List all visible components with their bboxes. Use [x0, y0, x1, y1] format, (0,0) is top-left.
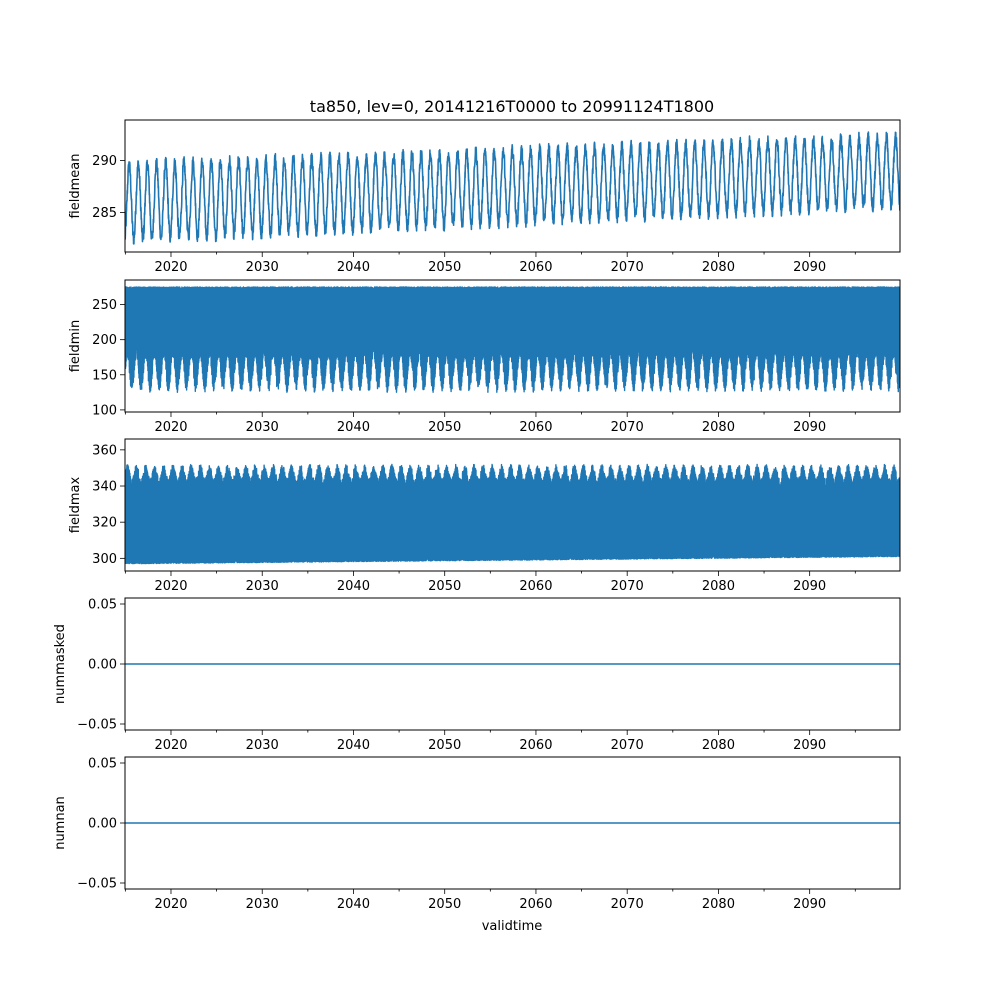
y-tick-label: −0.05	[77, 877, 117, 892]
y-tick-label: 150	[92, 368, 117, 383]
y-axis-label-fieldmean: fieldmean	[68, 154, 83, 219]
figure-title: ta850, lev=0, 20141216T0000 to 20991124T…	[310, 97, 714, 116]
x-tick-label: 2080	[702, 738, 735, 753]
y-tick-label: 100	[92, 403, 117, 418]
x-tick-label: 2060	[519, 738, 552, 753]
panel-nummasked: 2020 2030 2040 2050 2060 2070 2080 2090 −0.05 0.0…	[53, 597, 901, 753]
x-tick-label: 2050	[428, 579, 461, 594]
y-tick-label: 285	[92, 206, 117, 221]
x-tick-label: 2030	[246, 738, 279, 753]
axes-frame	[124, 279, 901, 413]
y-tick-label: 360	[92, 443, 117, 458]
y-tick-label: 250	[92, 298, 117, 313]
x-tick-label: 2050	[428, 260, 461, 275]
axes-frame	[124, 119, 901, 253]
x-tick-label: 2090	[793, 897, 826, 912]
panel-fieldmean: 2020 2030 2040 2050 2060 2070 2080 2090 285 290 fi…	[68, 119, 901, 275]
panel-fieldmax: 2020 2030 2040 2050 2060 2070 2080 2090 300 320 34…	[68, 438, 901, 594]
x-tick-label: 2070	[611, 420, 644, 435]
x-tick-label: 2080	[702, 897, 735, 912]
y-tick-label: 0.00	[88, 817, 117, 832]
x-tick-label: 2020	[154, 260, 187, 275]
y-tick-label: 0.05	[88, 598, 117, 613]
y-tick-label: 0.05	[88, 757, 117, 772]
x-tick-label: 2090	[793, 420, 826, 435]
series-line-fieldmax	[125, 463, 900, 565]
x-tick-label: 2060	[519, 897, 552, 912]
x-tick-label: 2060	[519, 420, 552, 435]
axes-frame	[124, 438, 901, 572]
x-tick-label: 2040	[337, 260, 370, 275]
y-axis-label-fieldmin: fieldmin	[68, 320, 83, 373]
x-tick-label: 2070	[611, 579, 644, 594]
x-tick-label: 2070	[611, 738, 644, 753]
y-tick-label: 0.00	[88, 658, 117, 673]
series-line-fieldmean	[125, 131, 900, 245]
panel-numnan: 2020 2030 2040 2050 2060 2070 2080 2090 −0.05 0.0…	[53, 756, 901, 912]
x-tick-label: 2050	[428, 420, 461, 435]
x-tick-label: 2080	[702, 260, 735, 275]
x-tick-label: 2060	[519, 260, 552, 275]
x-tick-label: 2090	[793, 579, 826, 594]
y-axis-label-fieldmax: fieldmax	[68, 477, 83, 534]
y-tick-label: 320	[92, 516, 117, 531]
x-tick-label: 2040	[337, 897, 370, 912]
x-tick-label: 2030	[246, 260, 279, 275]
x-tick-label: 2090	[793, 260, 826, 275]
x-tick-label: 2040	[337, 579, 370, 594]
panels: 2020 2030 2040 2050 2060 2070 2080 2090 285 290 fi…	[53, 119, 901, 912]
x-tick-label: 2020	[154, 420, 187, 435]
panel-fieldmin: 2020 2030 2040 2050 2060 2070 2080 2090 100 150 20…	[68, 279, 901, 435]
x-tick-label: 2070	[611, 260, 644, 275]
y-tick-label: 340	[92, 480, 117, 495]
x-tick-label: 2070	[611, 897, 644, 912]
x-tick-label: 2020	[154, 897, 187, 912]
y-tick-label: 290	[92, 154, 117, 169]
x-tick-label: 2020	[154, 738, 187, 753]
x-tick-label: 2040	[337, 738, 370, 753]
x-tick-label: 2030	[246, 897, 279, 912]
y-tick-label: 200	[92, 333, 117, 348]
x-tick-label: 2030	[246, 420, 279, 435]
y-axis-label-nummasked: nummasked	[53, 624, 68, 704]
x-tick-label: 2040	[337, 420, 370, 435]
y-tick-label: −0.05	[77, 718, 117, 733]
x-tick-label: 2050	[428, 738, 461, 753]
x-tick-label: 2090	[793, 738, 826, 753]
x-tick-label: 2050	[428, 897, 461, 912]
x-tick-label: 2020	[154, 579, 187, 594]
x-tick-label: 2030	[246, 579, 279, 594]
y-axis-label-numnan: numnan	[53, 796, 68, 850]
x-axis-label: validtime	[482, 919, 543, 934]
series-line-fieldmin	[125, 286, 900, 393]
x-tick-label: 2060	[519, 579, 552, 594]
x-tick-label: 2080	[702, 420, 735, 435]
x-tick-label: 2080	[702, 579, 735, 594]
y-tick-label: 300	[92, 552, 117, 567]
